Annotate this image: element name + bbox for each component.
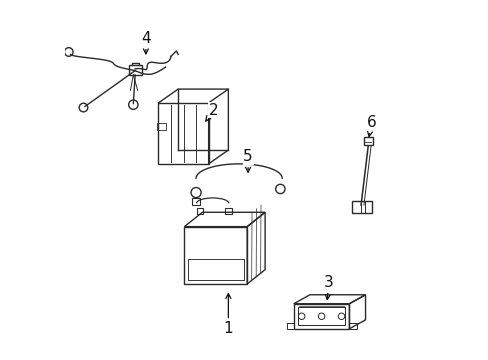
Text: 2: 2 bbox=[205, 103, 219, 121]
Bar bbox=[128, 65, 142, 75]
Bar bbox=[187, 258, 243, 280]
Text: 4: 4 bbox=[141, 31, 150, 54]
Bar bbox=[298, 307, 345, 325]
Bar bbox=[286, 323, 293, 329]
Text: 6: 6 bbox=[366, 115, 376, 136]
Bar bbox=[349, 323, 356, 329]
Text: 1: 1 bbox=[223, 293, 233, 336]
Bar bbox=[351, 201, 371, 213]
Text: 5: 5 bbox=[243, 149, 252, 172]
Bar bbox=[224, 208, 231, 214]
Bar bbox=[156, 123, 165, 130]
Bar bbox=[197, 208, 203, 214]
Bar bbox=[363, 137, 372, 145]
Text: 3: 3 bbox=[323, 275, 333, 300]
Bar bbox=[191, 198, 200, 205]
